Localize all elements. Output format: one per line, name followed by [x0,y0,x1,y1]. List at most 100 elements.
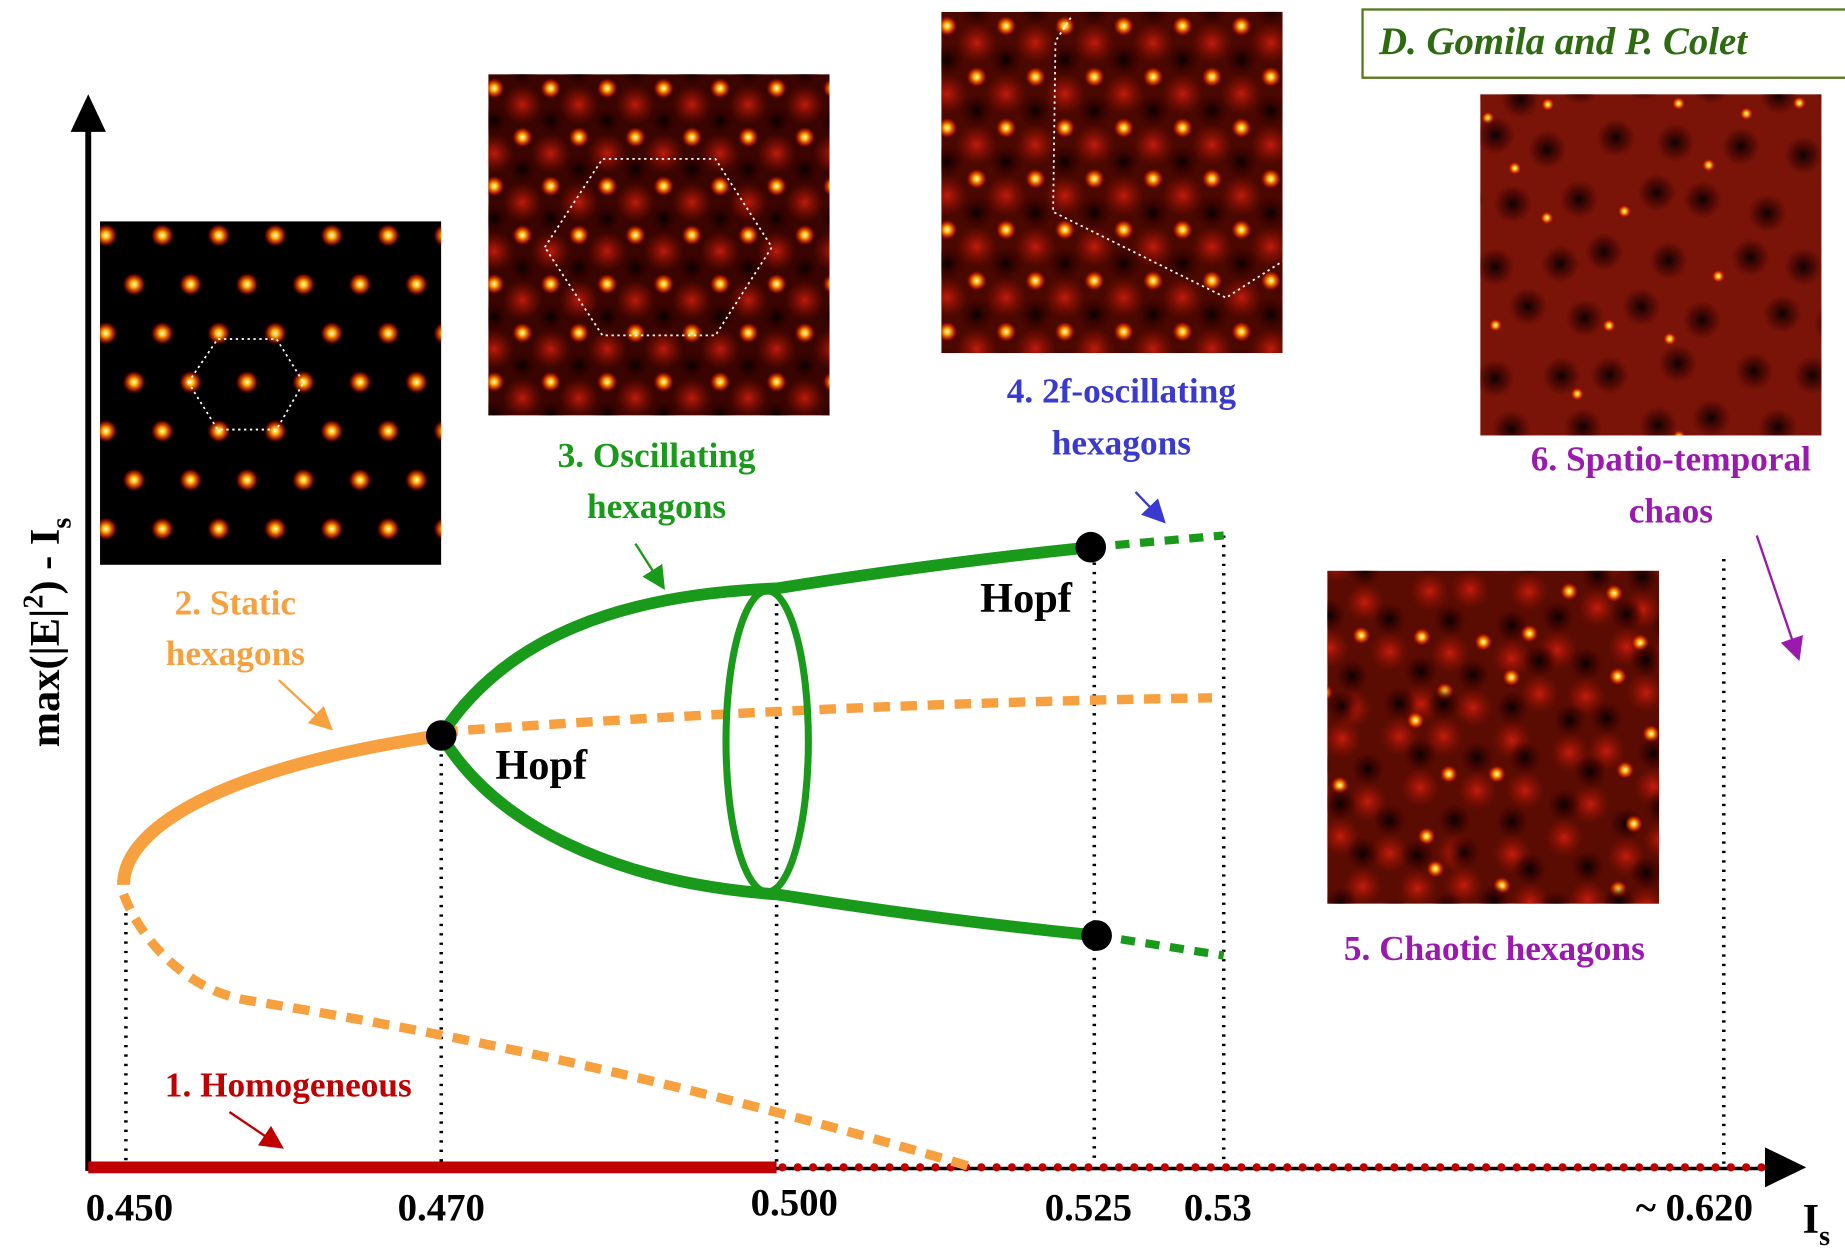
pattern-panel [878,0,1380,420]
spot [1616,761,1635,780]
spot [235,370,259,394]
spot [879,273,900,294]
regime-label: 2. Static [175,583,297,622]
spot [518,468,542,492]
spot [1231,321,1252,342]
spot [1570,387,1584,401]
spot [348,566,372,590]
spot [1290,321,1311,342]
spot [1487,765,1506,784]
regime-label: 6. Spatio-temporal [1531,440,1811,479]
spot [1231,219,1252,240]
spot [1412,627,1431,646]
spot [405,370,429,394]
spot [484,371,505,392]
spot [489,615,513,639]
spot [405,566,429,590]
spot [461,370,485,394]
spot [851,420,872,441]
spot [427,78,448,99]
x-tick-label: 0.450 [86,1186,173,1229]
spot [377,419,401,443]
spot [681,127,702,148]
spot [907,420,928,441]
spot [1508,161,1522,175]
spot [377,224,401,248]
spot [738,29,759,50]
spot [1084,66,1105,87]
spot [625,224,646,245]
spot [1084,270,1105,291]
spot [264,517,288,541]
spot [1201,270,1222,291]
spot [1113,117,1134,138]
regime-label: hexagons [587,487,726,526]
pattern-panel [38,175,542,639]
spot [433,517,457,541]
spot [907,127,928,148]
spot [851,322,872,343]
spot [766,78,787,99]
credit: D. Gomila and P. Colet [1378,20,1748,63]
y-axis-label: max(|E|2) - Is [18,518,77,748]
spot [461,468,485,492]
spot [794,322,815,343]
page: {"credit": "D. Gomila and P. Colet", "y_… [0,0,1845,1258]
spot [264,321,288,345]
spot [38,224,62,248]
spot [1278,772,1297,791]
hopf-label: Hopf [980,575,1073,622]
spot [320,224,344,248]
spot [1602,319,1616,333]
spot [1319,168,1340,189]
x-tick-label: 0.470 [398,1186,485,1229]
spot [151,419,175,443]
spot [766,469,787,490]
spot [377,321,401,345]
spot [822,78,843,99]
oscillating-max-unstable [1091,535,1224,547]
spot [292,175,316,199]
spot [1054,117,1075,138]
spot [738,322,759,343]
x-axis-arrow [1765,1147,1806,1187]
spot [122,566,146,590]
spot [264,419,288,443]
regime-label: 1. Homogeneous [165,1066,412,1105]
spot [1425,211,1439,225]
spot [540,371,561,392]
spot [461,175,485,199]
spot [292,468,316,492]
spot [653,176,674,197]
spot [1541,97,1555,111]
spot [907,66,928,87]
spot [489,517,513,541]
spot [1143,66,1164,87]
spot [122,175,146,199]
spot [433,419,457,443]
spot [1260,667,1279,686]
spot [653,273,674,294]
pattern-panel [1260,496,1757,972]
spot [879,176,900,197]
spot [320,321,344,345]
spot [1608,667,1627,686]
spot [207,321,231,345]
spot [1319,270,1340,291]
spot [1054,321,1075,342]
spot [348,273,372,297]
spot [1560,582,1579,601]
spot [348,175,372,199]
spot [937,117,958,138]
spot [405,273,429,297]
x-tick-label: 0.500 [751,1182,838,1225]
spot [1290,15,1311,36]
spot [907,168,928,189]
spot [1319,66,1340,87]
spot [292,273,316,297]
pointer [1757,535,1798,656]
spot [851,127,872,148]
spot [540,273,561,294]
spot [461,273,485,297]
pointer [635,544,662,586]
